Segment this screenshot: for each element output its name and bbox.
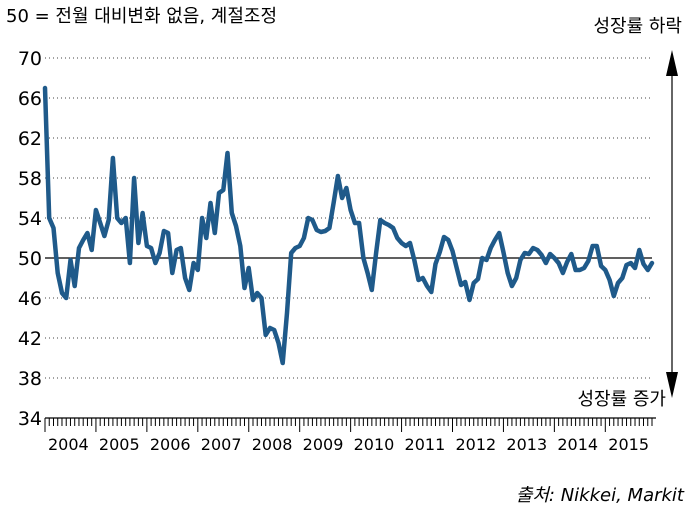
y-tick-labels: 70 66 62 58 54 50 46 42 38 34 (18, 48, 42, 430)
x-tick-label: 2007 (201, 435, 242, 454)
x-tick-label: 2006 (150, 435, 191, 454)
x-tick-label: 2009 (303, 435, 344, 454)
x-tick-label: 2008 (252, 435, 293, 454)
annotation-growth-down: 성장률 하락 (593, 16, 682, 37)
y-tick-label: 70 (18, 48, 42, 70)
x-tick-label: 2013 (506, 435, 547, 454)
x-tick-label: 2004 (48, 435, 89, 454)
y-tick-label: 50 (18, 248, 42, 270)
y-tick-label: 46 (18, 288, 42, 310)
series-layer (42, 85, 655, 366)
arrow-head-down (666, 372, 678, 398)
x-tick-label: 2005 (99, 435, 140, 454)
grid-layer (45, 57, 652, 379)
x-tick-label: 2010 (354, 435, 395, 454)
x-tick-label: 2014 (557, 435, 598, 454)
source-note: 출처: Nikkei, Markit (516, 485, 685, 506)
y-tick-label: 58 (18, 168, 42, 190)
y-tick-label: 34 (18, 408, 42, 430)
y-tick-label: 62 (18, 128, 42, 150)
arrow-head-up (666, 50, 678, 76)
x-tick-label: 2011 (405, 435, 446, 454)
y-tick-label: 66 (18, 88, 42, 110)
y-tick-label: 54 (18, 208, 42, 230)
x-axis: 2004 2005 2006 2007 2008 2009 2010 2011 2012 2013… (44, 417, 656, 454)
y-tick-label: 38 (18, 368, 42, 390)
direction-arrow (666, 50, 678, 398)
x-tick-label: 2015 (608, 435, 649, 454)
chart-subtitle: 50 = 전월 대비변화 없음, 계절조정 (6, 6, 277, 27)
x-tick-label: 2012 (455, 435, 496, 454)
y-tick-label: 42 (18, 328, 42, 350)
series-line (42, 85, 655, 366)
annotation-growth-up: 성장률 증가 (577, 389, 666, 410)
